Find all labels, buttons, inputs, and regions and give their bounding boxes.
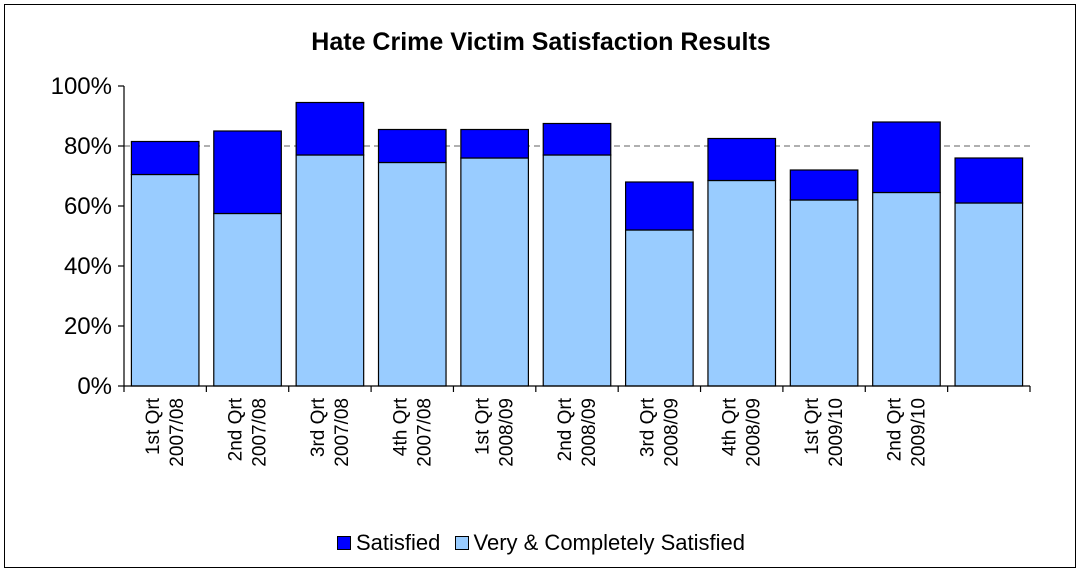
bar-very-completely-satisfied-5 [542,154,612,387]
x-category-label-7-1: 2008/09 [744,398,765,467]
legend-item-very-completely-satisfied: Very & Completely Satisfied [454,530,745,556]
y-tick-label-1: 20% [64,313,112,340]
y-tick-label-4: 80% [64,133,112,160]
bar-satisfied-5 [542,122,612,156]
x-category-label-9-1: 2009/10 [908,398,929,467]
x-category-label-5-0: 2nd Qrt [555,397,576,461]
legend-label-satisfied: Satisfied [356,530,441,555]
bar-very-completely-satisfied-9 [872,191,941,387]
bar-satisfied-10 [954,157,1024,204]
legend-label-very-completely-satisfied: Very & Completely Satisfied [473,530,745,555]
x-category-label-7-0: 4th Qrt [720,397,741,456]
y-tick-label-3: 60% [64,193,112,220]
x-category-label-8-0: 1st Qrt [802,397,823,455]
x-category-label-1-0: 2nd Qrt [226,397,247,461]
bar-satisfied-8 [789,169,859,201]
bar-very-completely-satisfied-10 [954,202,1024,387]
chart-title: Hate Crime Victim Satisfaction Results [311,28,771,56]
y-tick-label-2: 40% [64,253,112,280]
x-category-label-0-1: 2007/08 [167,398,188,467]
bar-satisfied-1 [213,130,282,215]
x-category-label-6-0: 3rd Qrt [637,397,658,457]
x-category-label-3-0: 4th Qrt [390,397,411,456]
y-tick-label-0: 0% [77,373,112,400]
bar-very-completely-satisfied-8 [789,199,859,387]
legend-swatch-satisfied [337,536,351,550]
x-category-label-3-1: 2007/08 [414,398,435,467]
x-category-label-1-1: 2007/08 [250,398,271,467]
legend-item-satisfied: Satisfied [337,530,440,556]
chart-legend: Satisfied Very & Completely Satisfied [0,530,1082,556]
bar-very-completely-satisfied-4 [460,157,530,387]
bar-satisfied-6 [624,181,694,231]
bar-satisfied-7 [707,137,777,182]
bar-very-completely-satisfied-3 [377,161,447,387]
bar-satisfied-2 [295,101,365,156]
bar-satisfied-9 [872,121,941,194]
x-category-label-0-0: 1st Qrt [143,397,164,455]
bar-very-completely-satisfied-2 [295,154,365,387]
bar-very-completely-satisfied-0 [130,173,200,387]
bar-satisfied-0 [130,140,200,176]
y-tick-label-5: 100% [51,73,112,100]
bar-very-completely-satisfied-7 [707,179,777,387]
bar-very-completely-satisfied-1 [213,212,282,387]
bar-satisfied-4 [460,128,530,159]
x-category-label-2-0: 3rd Qrt [308,397,329,457]
x-category-label-6-1: 2008/09 [661,398,682,467]
x-category-label-8-1: 2009/10 [826,398,847,467]
bar-satisfied-3 [377,128,447,164]
bar-very-completely-satisfied-6 [624,229,694,387]
x-category-label-4-1: 2008/09 [497,398,518,467]
x-category-label-5-1: 2008/09 [579,398,600,467]
x-category-label-4-0: 1st Qrt [473,397,494,455]
legend-swatch-very-completely-satisfied [454,536,469,550]
x-category-label-9-0: 2nd Qrt [884,397,905,461]
x-category-label-2-1: 2007/08 [332,398,353,467]
